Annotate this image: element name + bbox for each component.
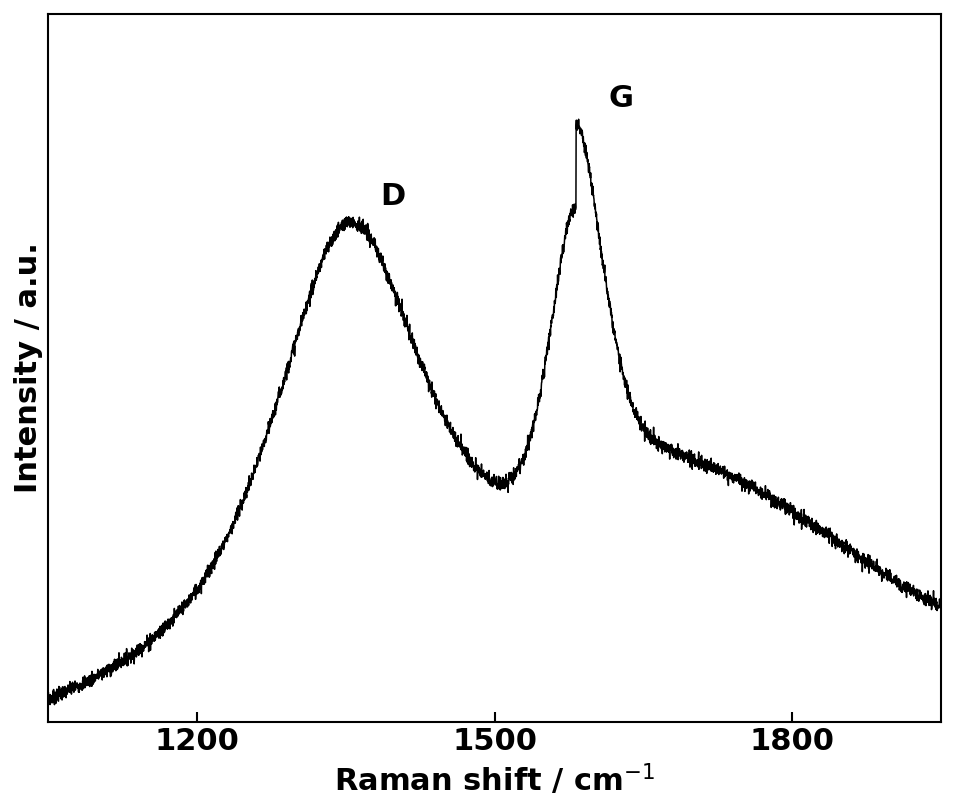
X-axis label: Raman shift / cm$^{-1}$: Raman shift / cm$^{-1}$: [334, 762, 655, 797]
Y-axis label: Intensity / a.u.: Intensity / a.u.: [14, 242, 43, 493]
Text: D: D: [381, 182, 406, 211]
Text: G: G: [609, 84, 634, 114]
